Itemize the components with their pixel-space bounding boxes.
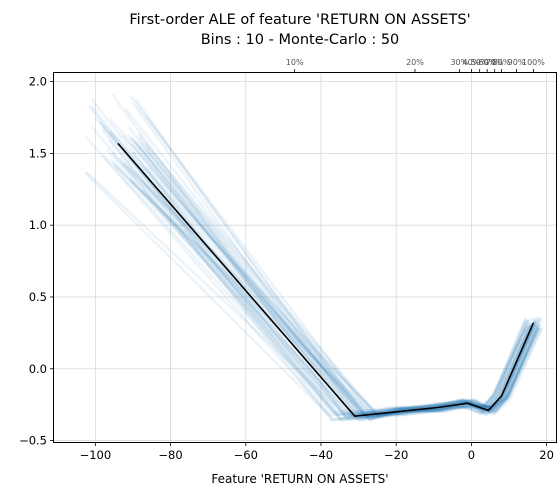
decile-tick-label: 30%: [450, 58, 468, 67]
monte-carlo-line: [88, 105, 526, 417]
x-axis-label: Feature 'RETURN ON ASSETS': [211, 472, 388, 486]
monte-carlo-line: [90, 126, 528, 417]
monte-carlo-line: [90, 105, 527, 415]
monte-carlo-line: [138, 145, 538, 420]
decile-tick-label: 60%: [478, 58, 496, 67]
x-tick-label: −40: [309, 448, 333, 462]
y-axis-ticks: −0.5 0.0 0.5 1.0 1.5 2.0: [19, 75, 54, 448]
x-tick-label: −20: [384, 448, 408, 462]
decile-tick-label: 70%: [486, 58, 504, 67]
monte-carlo-line: [90, 98, 529, 416]
monte-carlo-line: [109, 117, 538, 419]
x-axis-ticks: −100 −80 −60 −40 −20 0 20: [80, 442, 554, 462]
y-tick-label: 1.0: [29, 218, 47, 232]
monte-carlo-line: [144, 115, 542, 421]
decile-tick-label: 10%: [286, 58, 304, 67]
monte-carlo-line: [134, 140, 537, 422]
monte-carlo-line: [98, 120, 530, 422]
x-tick-label: −100: [80, 448, 112, 462]
y-tick-label: 0.0: [29, 362, 47, 376]
monte-carlo-line: [119, 156, 539, 414]
monte-carlo-line: [111, 151, 530, 416]
monte-carlo-line: [137, 133, 540, 422]
monte-carlo-line: [108, 129, 535, 416]
monte-carlo-line: [102, 154, 530, 422]
monte-carlo-line: [122, 162, 544, 417]
decile-tick-label: 20%: [406, 58, 424, 67]
x-tick-label: 0: [468, 448, 475, 462]
y-tick-label: −0.5: [19, 434, 47, 448]
decile-tick-label: 40%: [463, 58, 481, 67]
monte-carlo-line: [128, 177, 535, 420]
decile-tick-label: 50%: [471, 58, 489, 67]
decile-tick-label: 80%: [493, 58, 511, 67]
y-tick-label: 0.5: [29, 290, 47, 304]
monte-carlo-line: [120, 162, 541, 416]
chart-subtitle: Bins : 10 - Monte-Carlo : 50: [201, 32, 400, 48]
ale-line-group: [117, 142, 535, 418]
monte-carlo-lines: [84, 93, 544, 422]
monte-carlo-line: [84, 171, 527, 421]
plot-frame: [53, 72, 557, 443]
decile-tick-label: 90%: [508, 58, 526, 67]
ale-line: [117, 142, 535, 418]
decile-tick-label: 100%: [522, 58, 545, 67]
x-tick-label: 20: [539, 448, 554, 462]
monte-carlo-line: [138, 136, 543, 417]
monte-carlo-line: [131, 102, 536, 419]
monte-carlo-line: [126, 165, 534, 418]
chart-title: First-order ALE of feature 'RETURN ON AS…: [129, 12, 470, 28]
monte-carlo-line: [85, 136, 528, 422]
y-tick-label: 2.0: [29, 75, 47, 89]
monte-carlo-line: [141, 188, 537, 422]
x-tick-label: −80: [158, 448, 182, 462]
grid-lines: [54, 73, 556, 442]
decile-axis: 10% 20% 30%40%50%60%70%80%90%100%: [286, 58, 545, 73]
monte-carlo-line: [144, 143, 538, 422]
monte-carlo-line: [145, 166, 544, 420]
monte-carlo-line: [106, 148, 530, 420]
y-tick-label: 1.5: [29, 146, 47, 160]
x-tick-label: −60: [234, 448, 258, 462]
monte-carlo-line: [109, 130, 540, 422]
